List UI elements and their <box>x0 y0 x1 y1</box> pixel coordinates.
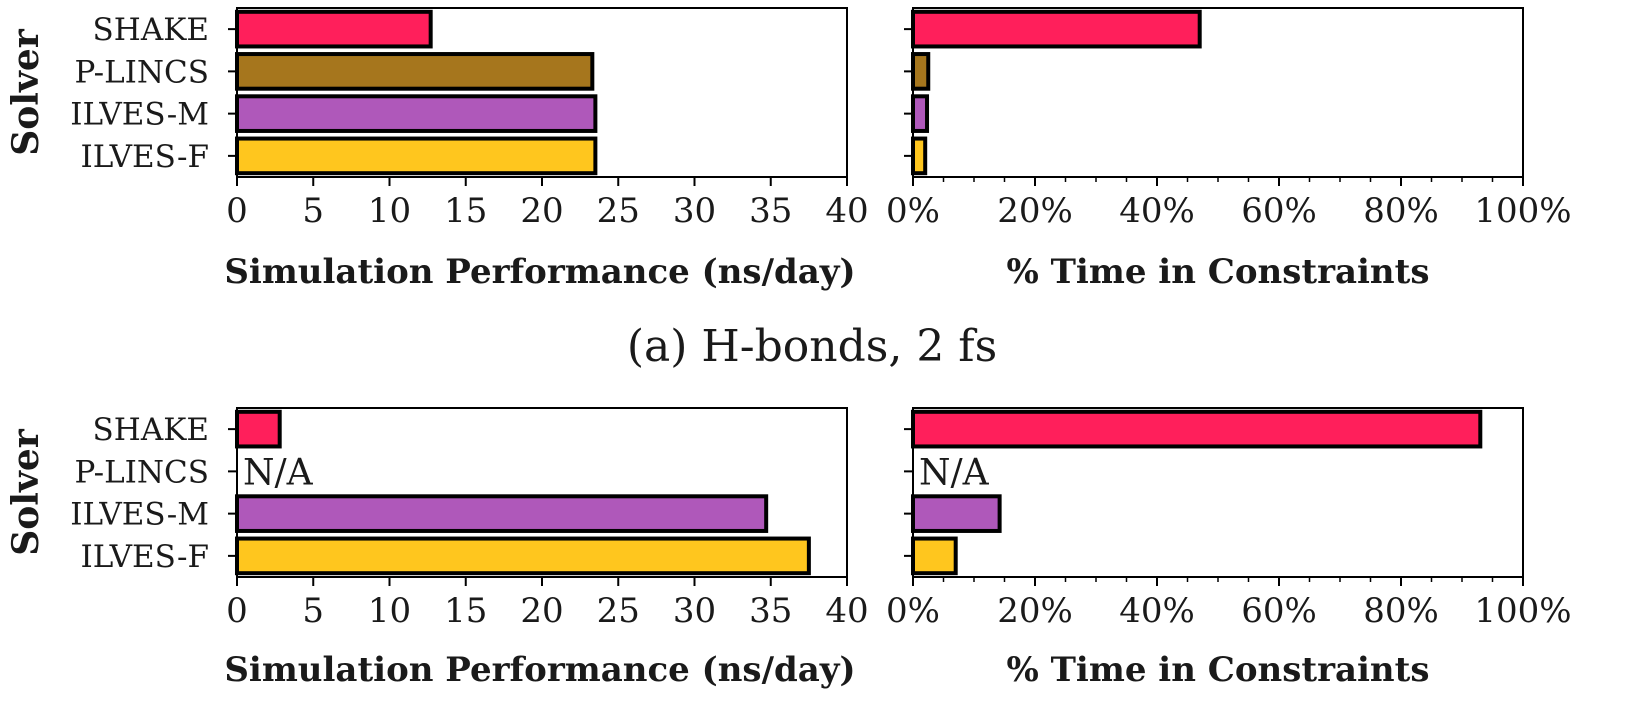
x-tick-label: 80% <box>1363 591 1439 631</box>
x-tick-label: 30 <box>673 591 716 631</box>
x-tick-label: 0 <box>226 591 248 631</box>
x-tick-label: 15 <box>444 191 487 231</box>
x-tick-label: 25 <box>597 591 640 631</box>
chart-panel-3: SHAKE N/A P-LINCS ILVES-M ILVES-F 0 5 10 15 20 25 3… <box>5 407 869 690</box>
category-label: ILVES-F <box>80 139 209 175</box>
x-tick-label: 100% <box>1474 591 1571 631</box>
bar-shake <box>911 9 1202 49</box>
x-axis-title: Simulation Performance (ns/day) <box>224 650 855 690</box>
x-tick-label: 10 <box>368 591 411 631</box>
bar-p-lincs <box>235 52 595 91</box>
x-axis-title: % Time in Constraints <box>1006 650 1429 690</box>
caption-a: (a) H-bonds, 2 fs <box>627 321 997 372</box>
x-tick-label: 40 <box>825 591 868 631</box>
bar-ilves-m <box>911 494 1002 533</box>
x-tick-label: 35 <box>749 191 792 231</box>
x-tick-label: 5 <box>302 191 324 231</box>
category-label: SHAKE <box>93 12 209 48</box>
x-tick-label: 20% <box>997 191 1073 231</box>
x-tick-label: 60% <box>1241 591 1317 631</box>
x-tick-label: 25 <box>597 191 640 231</box>
chart-panel-1: SHAKE P-LINCS ILVES-M ILVES-F 0 5 10 15 20 25 30 35… <box>5 7 869 292</box>
category-label: ILVES-M <box>70 497 209 533</box>
bar-ilves-m <box>911 94 930 133</box>
bar-shake <box>235 9 433 49</box>
x-tick-label: 30 <box>673 191 716 231</box>
bar-ilves-f <box>235 136 598 176</box>
x-tick-label: 35 <box>749 591 792 631</box>
bar-ilves-m <box>235 94 598 133</box>
chart-panel-2: 0% 20% 40% 60% 80% 100% % Time in Constraints <box>886 7 1572 292</box>
x-tick-label: 0% <box>886 191 940 231</box>
x-tick-label: 5 <box>302 591 324 631</box>
bar-ilves-m <box>235 494 769 533</box>
bar-ilves-f <box>911 536 958 576</box>
na-label: N/A <box>243 452 314 493</box>
bar-shake <box>235 409 282 449</box>
bar-p-lincs <box>911 52 931 91</box>
x-tick-label: 0 <box>226 191 248 231</box>
na-label: N/A <box>919 452 990 493</box>
x-tick-label: 60% <box>1241 191 1317 231</box>
category-label: P-LINCS <box>74 54 209 90</box>
x-axis-title: Simulation Performance (ns/day) <box>224 252 855 292</box>
bar-ilves-f <box>235 536 811 576</box>
x-tick-label: 100% <box>1474 191 1571 231</box>
x-tick-label: 20 <box>520 191 563 231</box>
x-tick-label: 15 <box>444 591 487 631</box>
x-axis-title: % Time in Constraints <box>1006 252 1429 292</box>
category-label: SHAKE <box>93 412 209 448</box>
category-label: P-LINCS <box>74 454 209 490</box>
x-tick-label: 0% <box>886 591 940 631</box>
y-axis-title: Solver <box>5 28 47 156</box>
x-tick-label: 20% <box>997 591 1073 631</box>
x-tick-label: 40% <box>1119 591 1195 631</box>
bar-ilves-f <box>911 136 928 176</box>
x-tick-label: 20 <box>520 591 563 631</box>
chart-panel-4: N/A 0% 20% 40% 60% 80% 100% % Time in Constrain… <box>886 407 1572 690</box>
y-axis-title: Solver <box>5 428 47 556</box>
x-tick-label: 10 <box>368 191 411 231</box>
x-tick-label: 40% <box>1119 191 1195 231</box>
bar-shake <box>911 409 1483 449</box>
x-tick-label: 80% <box>1363 191 1439 231</box>
category-label: ILVES-M <box>70 97 209 133</box>
x-tick-label: 40 <box>825 191 868 231</box>
category-label: ILVES-F <box>80 539 209 575</box>
